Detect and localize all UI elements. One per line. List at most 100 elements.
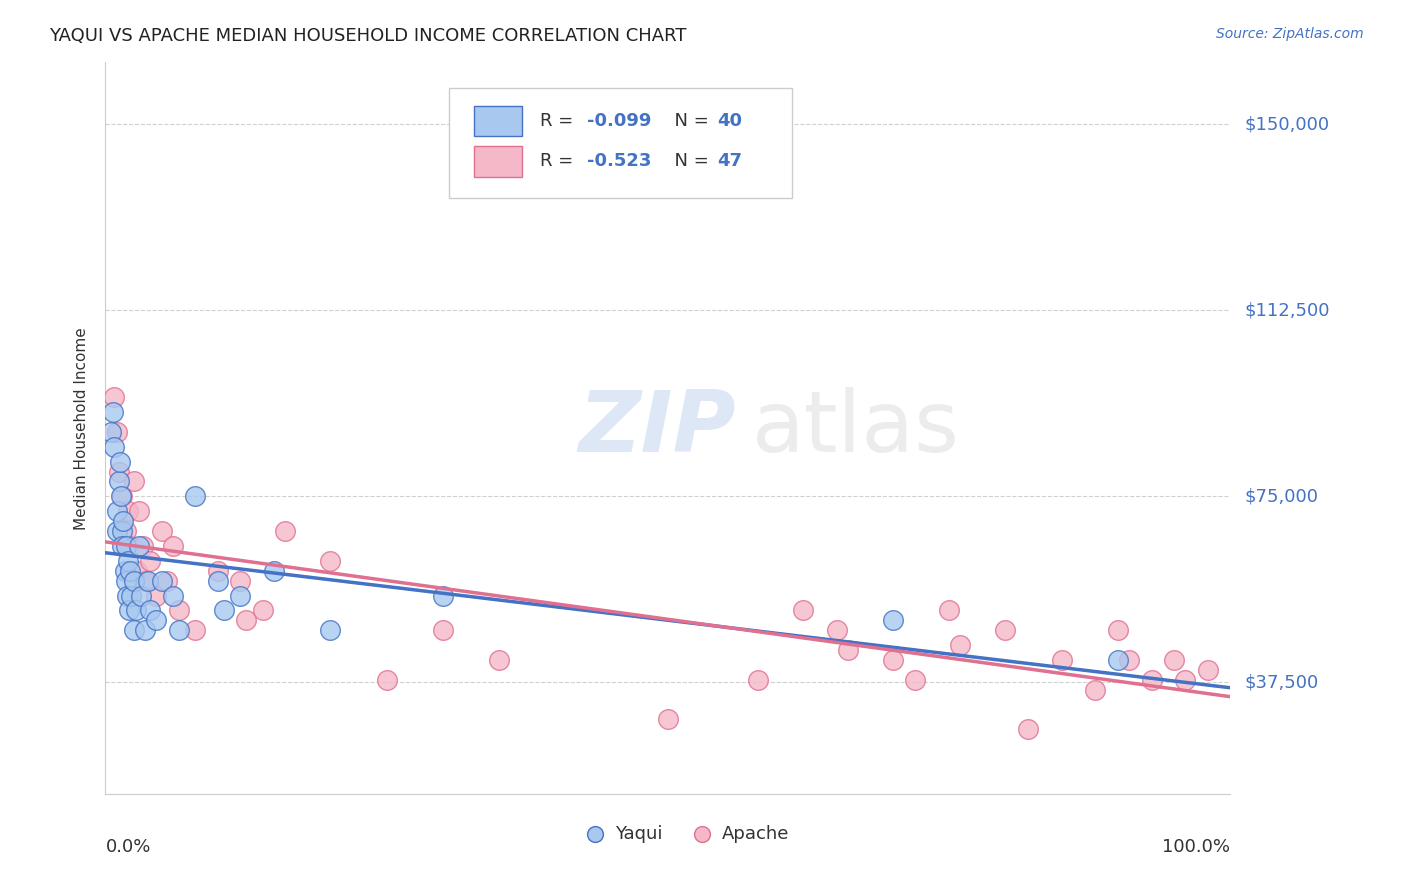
Point: [184, 489, 207, 503]
Point: [994, 624, 1017, 638]
Point: [167, 603, 190, 617]
Point: [145, 589, 167, 603]
Point: [274, 524, 297, 538]
Point: [949, 638, 972, 652]
Point: [150, 524, 173, 538]
Point: [112, 514, 135, 528]
Point: [375, 673, 398, 687]
Point: [207, 574, 229, 588]
Point: [110, 489, 132, 503]
Point: [134, 624, 156, 638]
Text: YAQUI VS APACHE MEDIAN HOUSEHOLD INCOME CORRELATION CHART: YAQUI VS APACHE MEDIAN HOUSEHOLD INCOME …: [49, 27, 686, 45]
Point: [583, 861, 606, 875]
Point: [122, 475, 145, 489]
Point: [115, 589, 138, 603]
Point: [122, 624, 145, 638]
Point: [134, 574, 156, 588]
Point: [114, 539, 136, 553]
Point: [114, 574, 136, 588]
Text: Apache: Apache: [721, 825, 789, 843]
Point: [167, 624, 190, 638]
Text: $112,500: $112,500: [1244, 301, 1330, 319]
Point: [432, 589, 454, 603]
Text: 40: 40: [717, 112, 742, 130]
Point: [111, 489, 134, 503]
Point: [125, 564, 148, 578]
Point: [263, 564, 285, 578]
Point: [120, 539, 142, 553]
Point: [162, 539, 184, 553]
Text: atlas: atlas: [752, 386, 960, 470]
Text: $75,000: $75,000: [1244, 487, 1319, 506]
Point: [108, 475, 131, 489]
Point: [657, 713, 679, 727]
Text: $150,000: $150,000: [1244, 115, 1329, 134]
Point: [1107, 624, 1129, 638]
Point: [1118, 653, 1140, 667]
Point: [1084, 682, 1107, 697]
Point: [118, 603, 141, 617]
Point: [235, 613, 257, 627]
Text: -0.099: -0.099: [586, 112, 651, 130]
Point: [882, 613, 904, 627]
Text: N =: N =: [664, 112, 714, 130]
Text: Yaqui: Yaqui: [614, 825, 662, 843]
Point: [100, 425, 122, 439]
Point: [111, 524, 134, 538]
FancyBboxPatch shape: [474, 105, 522, 136]
Point: [319, 554, 342, 568]
Point: [432, 624, 454, 638]
Point: [1107, 653, 1129, 667]
Point: [252, 603, 274, 617]
Point: [904, 673, 927, 687]
Text: R =: R =: [540, 112, 579, 130]
Text: 0.0%: 0.0%: [105, 838, 150, 855]
Point: [128, 539, 150, 553]
Point: [1017, 723, 1039, 737]
Point: [1174, 673, 1197, 687]
Point: [136, 574, 159, 588]
Point: [108, 465, 131, 479]
Text: Source: ZipAtlas.com: Source: ZipAtlas.com: [1216, 27, 1364, 41]
Point: [150, 574, 173, 588]
Point: [105, 504, 128, 518]
Text: 47: 47: [717, 153, 742, 170]
Point: [125, 603, 148, 617]
Point: [882, 653, 904, 667]
Point: [184, 624, 207, 638]
Point: [103, 405, 125, 419]
Point: [114, 524, 136, 538]
Point: [105, 425, 128, 439]
Point: [105, 524, 128, 538]
Point: [162, 589, 184, 603]
Point: [207, 564, 229, 578]
Point: [145, 613, 167, 627]
Point: [117, 504, 139, 518]
Point: [825, 624, 848, 638]
Point: [120, 589, 142, 603]
Point: [1140, 673, 1163, 687]
Point: [131, 539, 153, 553]
Point: [108, 455, 131, 469]
Point: [1050, 653, 1073, 667]
Point: [139, 603, 162, 617]
Text: $37,500: $37,500: [1244, 673, 1319, 691]
Text: N =: N =: [664, 153, 714, 170]
Point: [229, 589, 252, 603]
Point: [690, 861, 713, 875]
Point: [938, 603, 960, 617]
Text: -0.523: -0.523: [586, 153, 651, 170]
Point: [103, 390, 125, 404]
FancyBboxPatch shape: [449, 88, 792, 198]
Point: [229, 574, 252, 588]
Point: [117, 554, 139, 568]
Point: [319, 624, 342, 638]
Point: [131, 589, 153, 603]
Text: ZIP: ZIP: [578, 386, 735, 470]
Text: R =: R =: [540, 153, 579, 170]
Point: [103, 440, 125, 454]
Y-axis label: Median Household Income: Median Household Income: [75, 326, 90, 530]
Point: [747, 673, 769, 687]
Point: [120, 564, 142, 578]
Point: [122, 574, 145, 588]
